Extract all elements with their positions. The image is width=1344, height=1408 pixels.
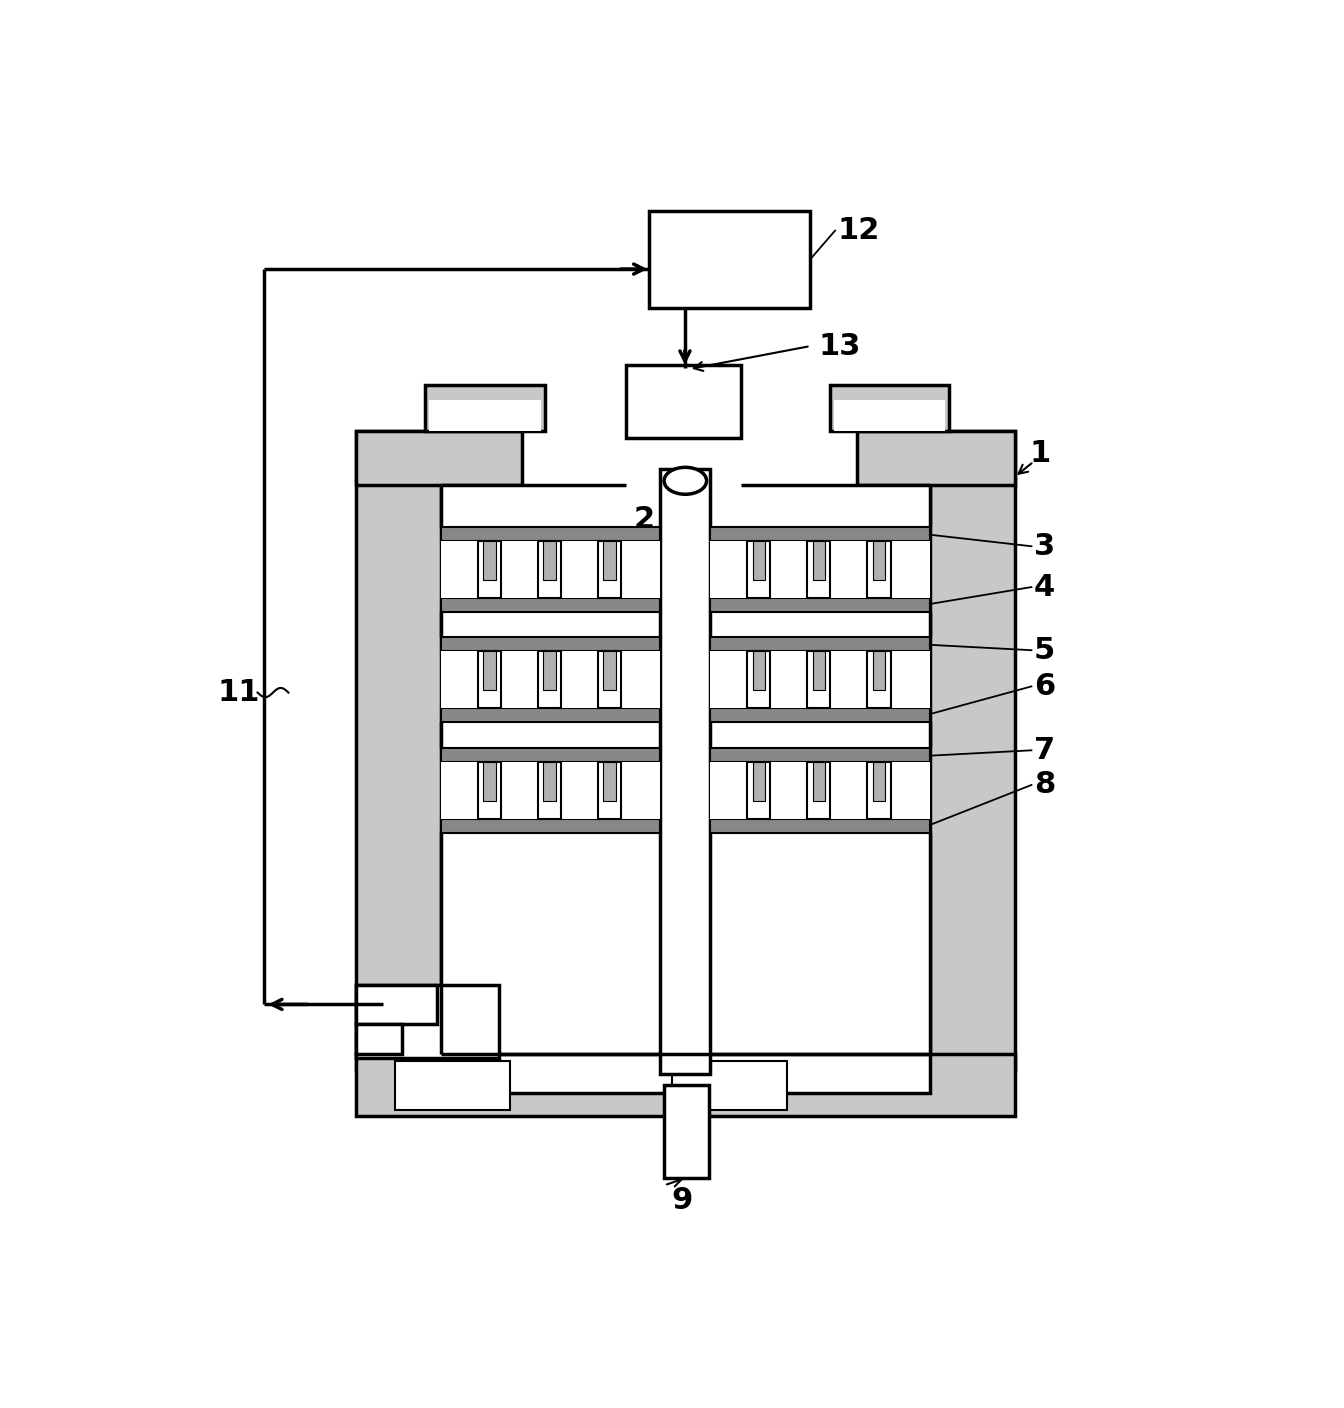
Bar (441, 650, 660, 708)
Bar (356, 431, 521, 484)
Text: 13: 13 (818, 331, 860, 360)
Bar (813, 650, 825, 690)
Bar (538, 762, 560, 819)
Bar (711, 708, 930, 722)
Bar (664, 1086, 708, 1177)
Bar (829, 384, 949, 431)
Bar (872, 541, 886, 580)
Text: 12: 12 (837, 215, 880, 245)
Text: 4: 4 (1034, 573, 1055, 601)
Bar (603, 762, 616, 801)
Bar (867, 650, 891, 708)
Bar (484, 650, 496, 690)
Bar (833, 400, 945, 431)
Bar (711, 650, 930, 708)
Bar (478, 541, 501, 598)
Bar (356, 431, 441, 1070)
Bar (753, 650, 765, 690)
Text: 1: 1 (1030, 439, 1051, 469)
Bar (543, 541, 555, 580)
Bar (808, 762, 831, 819)
Bar (441, 541, 660, 598)
Bar (711, 748, 930, 762)
Bar (867, 541, 891, 598)
Bar (603, 650, 616, 690)
Bar (808, 650, 831, 708)
Bar (484, 762, 496, 801)
Bar (441, 748, 660, 762)
Bar (538, 541, 560, 598)
Bar (441, 598, 660, 611)
Bar (808, 541, 831, 598)
Bar (930, 431, 1015, 1070)
Bar (753, 762, 765, 801)
Bar (867, 762, 891, 819)
Bar (543, 650, 555, 690)
Bar (484, 541, 496, 580)
Bar (626, 365, 741, 438)
Bar (441, 1055, 930, 1093)
Bar (747, 650, 770, 708)
Text: 6: 6 (1034, 672, 1055, 701)
Bar (356, 1024, 402, 1055)
Bar (426, 384, 544, 431)
Bar (711, 527, 930, 541)
Text: 11: 11 (218, 679, 259, 707)
Bar (356, 986, 499, 1059)
Bar (872, 762, 886, 801)
Bar (813, 762, 825, 801)
Bar (872, 650, 886, 690)
Bar (441, 708, 660, 722)
Bar (603, 541, 616, 580)
Bar (930, 748, 941, 832)
Bar (441, 762, 660, 819)
Text: 9: 9 (672, 1187, 694, 1215)
Text: 8: 8 (1034, 770, 1055, 800)
Bar (930, 527, 941, 611)
Bar (856, 431, 1015, 484)
Text: 3: 3 (1034, 532, 1055, 560)
Bar (598, 541, 621, 598)
Bar (649, 211, 810, 307)
Bar (660, 469, 711, 1074)
Text: 5: 5 (1034, 635, 1055, 665)
Bar (672, 1060, 788, 1110)
Ellipse shape (664, 467, 707, 494)
Bar (753, 541, 765, 580)
Bar (711, 762, 930, 819)
Bar (598, 762, 621, 819)
Bar (598, 650, 621, 708)
Bar (747, 762, 770, 819)
Bar (478, 762, 501, 819)
Bar (813, 541, 825, 580)
Bar (429, 636, 441, 722)
Bar (356, 986, 437, 1024)
Bar (747, 541, 770, 598)
Bar (356, 1055, 1015, 1117)
Bar (441, 819, 660, 832)
Bar (429, 527, 441, 611)
Bar (429, 748, 441, 832)
Bar (930, 636, 941, 722)
Bar (395, 1060, 511, 1110)
Bar (441, 636, 660, 650)
Bar (711, 541, 930, 598)
Bar (441, 527, 660, 541)
Bar (429, 400, 540, 431)
Bar (478, 650, 501, 708)
Bar (711, 598, 930, 611)
Text: 2: 2 (633, 505, 655, 534)
Bar (441, 484, 930, 1055)
Text: 7: 7 (1034, 736, 1055, 765)
Bar (538, 650, 560, 708)
Bar (711, 636, 930, 650)
Bar (543, 762, 555, 801)
Bar (711, 819, 930, 832)
